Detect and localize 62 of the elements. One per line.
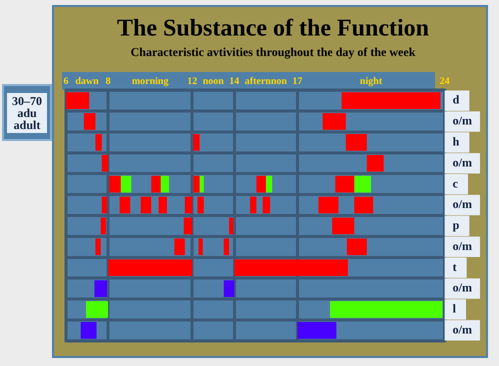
bar xyxy=(250,196,256,214)
text: 30–70 adu adult xyxy=(8,94,46,132)
bar xyxy=(120,196,130,214)
bar xyxy=(109,176,121,193)
x-tick-label: 17 xyxy=(292,76,302,87)
chart-subtitle: Characteristic avtivities throughout the day of the week xyxy=(130,45,416,60)
bar xyxy=(335,176,354,193)
bar xyxy=(151,176,161,193)
x-tick-label: dawn xyxy=(75,76,100,87)
bar xyxy=(297,322,336,339)
y-tick-label: t xyxy=(452,260,457,274)
y-tick-label: d xyxy=(452,92,460,107)
bar xyxy=(224,280,234,297)
x-tick-label: morning xyxy=(132,76,168,87)
x-tick-label: 14 xyxy=(229,76,240,87)
bar xyxy=(256,176,266,193)
bar xyxy=(80,322,97,339)
bar xyxy=(346,134,367,151)
bar xyxy=(332,218,354,234)
bar xyxy=(95,134,102,151)
bar xyxy=(366,154,384,172)
y-tick-label: c xyxy=(452,176,459,190)
bar xyxy=(193,134,200,151)
bar xyxy=(342,92,440,109)
bar xyxy=(102,196,108,214)
bar xyxy=(346,238,367,256)
bar xyxy=(95,238,101,256)
bar xyxy=(174,238,185,256)
bar xyxy=(229,218,234,234)
bar xyxy=(198,238,203,256)
x-tick-label: noon xyxy=(202,76,224,87)
x-tick-label: 24 xyxy=(440,76,450,87)
bar xyxy=(100,218,106,234)
x-tick-label: night xyxy=(360,76,383,87)
bar xyxy=(184,196,192,214)
bar xyxy=(140,196,152,214)
y-tick-label: o/m xyxy=(452,238,472,253)
bar xyxy=(224,238,230,256)
bar xyxy=(94,280,108,297)
bar xyxy=(318,196,338,214)
bar xyxy=(66,92,90,109)
y-tick-label: p xyxy=(452,218,460,232)
chart-title: The Substance of the Function xyxy=(116,16,430,42)
y-tick-label: o/m xyxy=(452,114,472,128)
x-tick-label: 8 xyxy=(106,76,111,87)
y-tick-label: o/m xyxy=(452,322,472,336)
bar xyxy=(102,154,108,172)
y-tick-label: h xyxy=(452,134,460,148)
bar xyxy=(234,259,348,276)
y-tick-label: l xyxy=(452,302,457,316)
bar xyxy=(322,113,346,130)
bar xyxy=(193,176,200,193)
bar xyxy=(108,259,192,276)
bar xyxy=(158,196,167,214)
x-tick-label: 12 xyxy=(187,76,198,87)
y-tick-label: o/m xyxy=(452,280,472,295)
y-tick-label: o/m xyxy=(452,197,472,212)
x-tick-label: 6 xyxy=(64,76,68,87)
bar xyxy=(84,113,96,130)
y-tick-label: o/m xyxy=(452,155,472,170)
x-tick-label: afternnon xyxy=(244,76,288,87)
bar xyxy=(184,218,192,234)
